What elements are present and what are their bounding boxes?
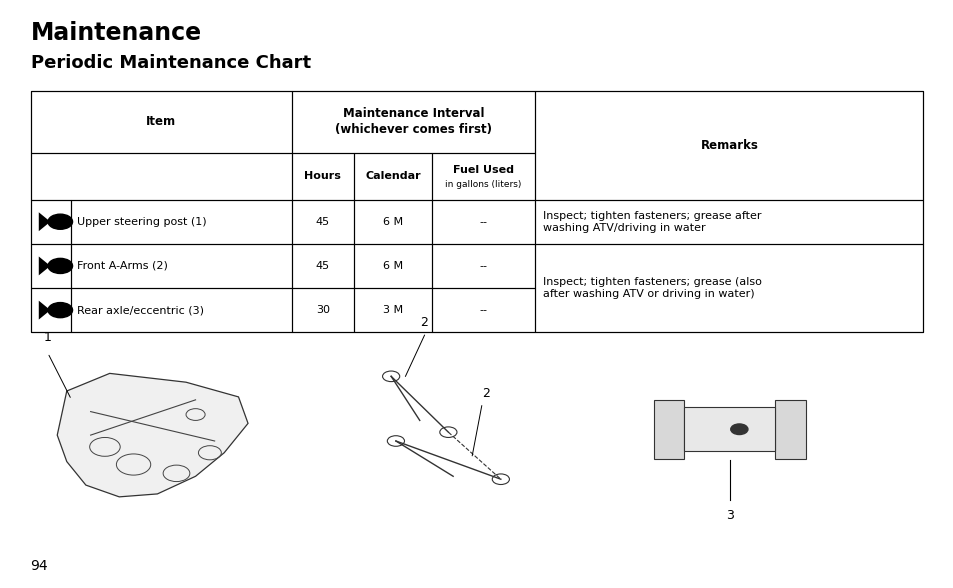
Text: Upper steering post (1): Upper steering post (1) [77,217,207,227]
Text: Item: Item [146,115,176,128]
Bar [30,288,71,332]
Bar [683,407,774,452]
Bar [354,244,432,288]
Bar [71,244,292,288]
Text: 45: 45 [315,261,330,271]
Bar [432,288,535,332]
Bar [535,200,923,244]
Circle shape [730,424,747,435]
Bar [653,400,683,459]
Bar [292,91,535,153]
Text: Inspect; tighten fasteners; grease (also
after washing ATV or driving in water): Inspect; tighten fasteners; grease (also… [542,277,760,299]
Bar [354,288,432,332]
Bar [535,244,923,332]
Bar [354,200,432,244]
Text: 30: 30 [315,305,330,315]
Text: Hours: Hours [304,171,341,181]
Text: Maintenance Interval
(whichever comes first): Maintenance Interval (whichever comes fi… [335,108,492,136]
Polygon shape [39,212,51,231]
Bar [432,153,535,200]
Bar [292,244,354,288]
Bar [292,288,354,332]
Text: Periodic Maintenance Chart: Periodic Maintenance Chart [30,54,311,72]
Text: --: -- [479,261,487,271]
Text: --: -- [479,217,487,227]
Bar [432,200,535,244]
Bar [71,200,292,244]
Bar [292,200,354,244]
Text: Remarks: Remarks [700,139,758,152]
Bar [774,400,804,459]
Text: Fuel Used: Fuel Used [453,165,514,175]
Text: Calendar: Calendar [365,171,420,181]
Bar [30,153,292,200]
Bar [30,200,71,244]
Text: 3 M: 3 M [382,305,403,315]
Text: 2: 2 [482,387,490,400]
Bar [30,91,292,153]
Text: 6 M: 6 M [382,217,403,227]
Text: 3: 3 [725,509,733,522]
Bar [432,244,535,288]
Text: in gallons (liters): in gallons (liters) [445,180,521,189]
Text: --: -- [479,305,487,315]
Bar [71,288,292,332]
Text: Front A-Arms (2): Front A-Arms (2) [77,261,168,271]
Text: Maintenance: Maintenance [30,21,201,45]
Polygon shape [39,300,51,319]
Text: 2: 2 [420,316,428,329]
Circle shape [48,258,72,273]
Text: 45: 45 [315,217,330,227]
Text: Rear axle/eccentric (3): Rear axle/eccentric (3) [77,305,204,315]
Circle shape [48,303,72,318]
Text: 94: 94 [30,559,48,573]
Bar [292,153,354,200]
Text: 6 M: 6 M [382,261,403,271]
Polygon shape [39,256,51,275]
Text: Inspect; tighten fasteners; grease after
washing ATV/driving in water: Inspect; tighten fasteners; grease after… [542,211,760,233]
Bar [30,244,71,288]
Bar [535,91,923,200]
Bar [354,153,432,200]
Bar [30,91,923,332]
Circle shape [48,214,72,229]
Text: 1: 1 [44,331,51,344]
Polygon shape [57,373,248,497]
